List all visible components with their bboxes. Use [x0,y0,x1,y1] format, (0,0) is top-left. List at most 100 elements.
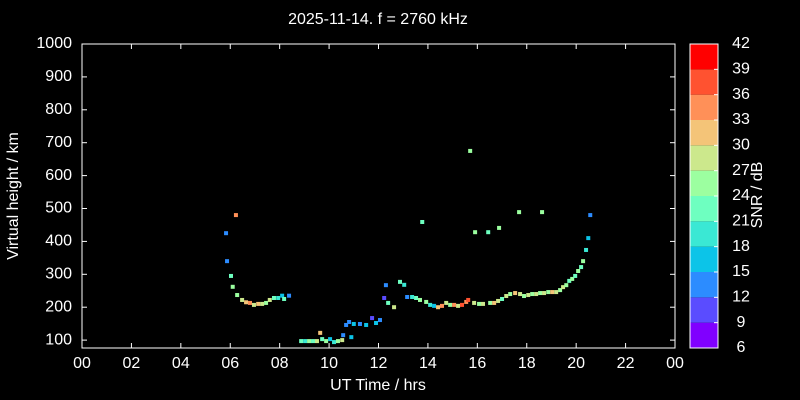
data-point [576,269,581,274]
x-tick-label: 00 [73,355,91,372]
colorbar-tick-label: 21 [732,213,750,230]
colorbar-tick-label: 33 [732,111,750,128]
data-point [364,322,369,327]
y-tick-label: 500 [45,200,72,217]
data-point [440,303,445,308]
data-point [496,298,501,303]
y-tick-label: 800 [45,101,72,118]
data-point [280,293,285,298]
data-point [414,295,419,300]
data-point [248,300,253,305]
data-point [424,299,429,304]
data-point [347,320,352,325]
plot-frame [81,43,676,349]
y-tick-label: 100 [45,331,72,348]
data-point [579,265,584,270]
data-point [374,320,379,325]
chart-title: 2025-11-14. f = 2760 kHz [288,11,468,28]
data-point [570,276,575,281]
data-point [488,300,493,305]
data-point [264,300,269,305]
data-point [230,284,235,289]
data-point [324,339,329,344]
x-axis-label: UT Time / hrs [330,377,426,394]
data-point [486,230,491,235]
data-point [534,292,539,297]
colorbar-tick-label: 30 [732,137,750,154]
data-point [561,285,566,290]
data-point [332,340,337,345]
data-point [267,297,272,302]
data-point [466,297,471,302]
colorbar-band [690,246,718,272]
data-point [397,279,402,284]
data-point [340,338,345,343]
colorbar-band [690,145,718,171]
data-point [225,259,230,264]
colorbar-band [690,221,718,247]
colorbar-tick-label: 24 [732,187,750,204]
data-point [244,300,249,305]
data-point [303,339,308,344]
data-point [418,297,423,302]
colorbar-tick-label: 18 [732,238,750,255]
data-point [351,321,356,326]
data-point [538,291,543,296]
data-point [492,300,497,305]
data-point [314,339,319,344]
data-point [271,295,276,300]
y-tick-label: 200 [45,298,72,315]
data-point [420,219,425,224]
colorbar-label: SNR / dB [749,162,766,229]
data-point [228,273,233,278]
colorbar-band [690,44,718,70]
colorbar-band [690,69,718,95]
data-point [588,213,593,218]
data-point [550,290,555,295]
data-point [518,292,523,297]
y-axis-label: Virtual height / km [5,132,22,260]
data-point [287,293,292,298]
data-point [357,321,362,326]
data-point [468,148,473,153]
x-tick-label: 12 [370,355,388,372]
data-point [444,300,449,305]
data-point [460,302,465,307]
colorbar-tick-label: 42 [732,35,750,52]
data-point [432,303,437,308]
y-tick-label: 300 [45,266,72,283]
y-tick-label: 700 [45,134,72,151]
colorbar-band [690,120,718,146]
colorbar-tick-label: 12 [732,289,750,306]
colorbar-tick-label: 15 [732,263,750,280]
y-tick-label: 1000 [36,35,72,52]
data-point [382,295,387,300]
data-point [428,302,433,307]
data-point [307,339,312,344]
data-point [320,337,325,342]
data-point [546,290,551,295]
data-point [584,247,589,252]
data-point [235,293,240,298]
data-point [530,292,535,297]
data-point [567,278,572,283]
data-point [335,339,340,344]
colorbar-band [690,297,718,323]
data-point [554,290,559,295]
colorbar-tick-label: 27 [732,162,750,179]
data-point [540,210,545,215]
data-point [402,282,407,287]
data-point [436,305,441,310]
data-point [392,305,397,310]
y-tick-label: 400 [45,233,72,250]
x-tick-label: 02 [123,355,141,372]
data-point [344,322,349,327]
data-point [318,330,323,335]
data-point [473,230,478,235]
data-point [542,291,547,296]
data-point [472,300,477,305]
data-point [377,318,382,323]
data-point [328,337,333,342]
data-point [564,283,569,288]
colorbar-tick-label: 6 [737,339,746,356]
